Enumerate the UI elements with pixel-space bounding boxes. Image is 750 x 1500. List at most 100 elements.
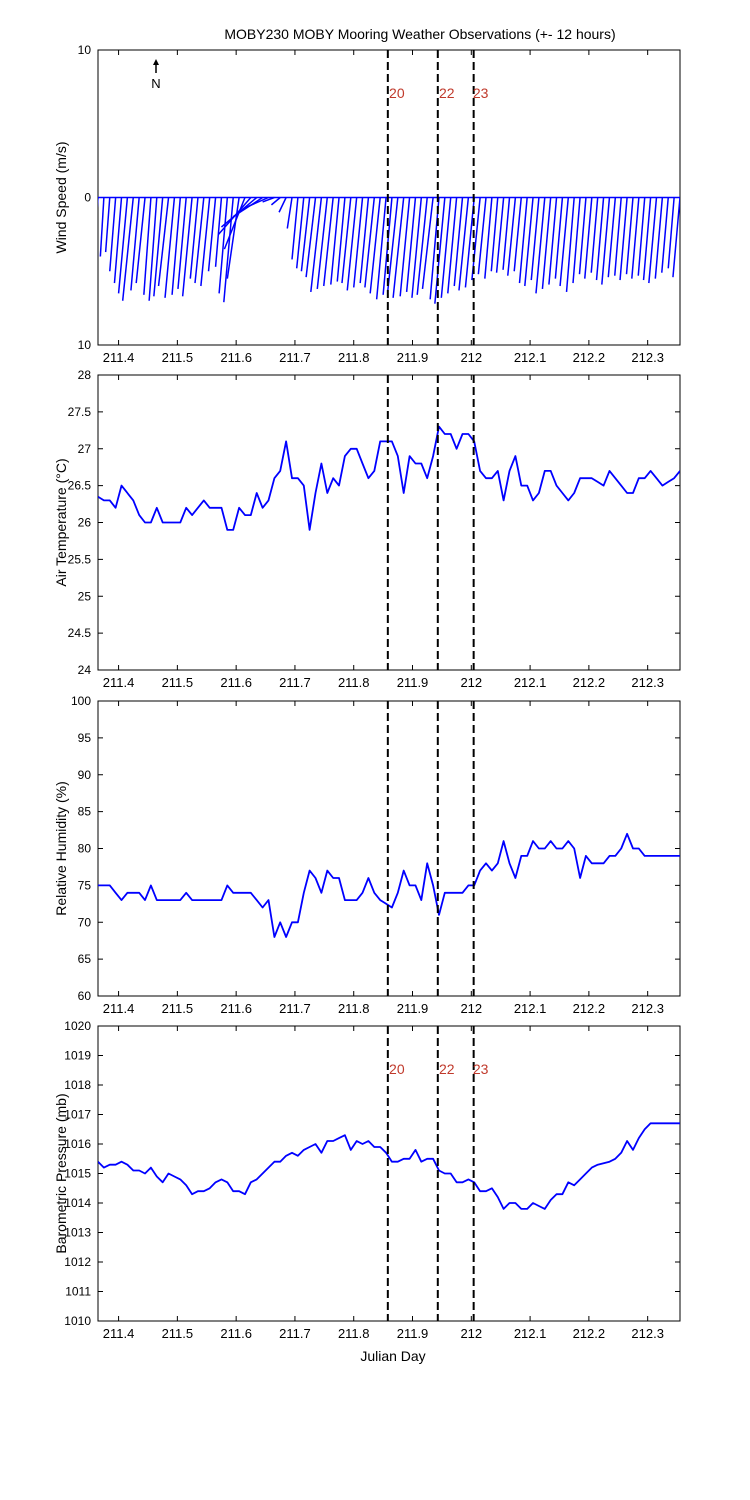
wind-vector bbox=[270, 196, 281, 206]
wind-vector bbox=[99, 197, 105, 257]
wind-vector bbox=[291, 197, 299, 260]
temp-series-line bbox=[98, 425, 680, 531]
y-tick-label: 75 bbox=[78, 878, 92, 892]
wind-vector bbox=[310, 197, 323, 292]
x-tick-label: 211.7 bbox=[279, 675, 311, 690]
wind-vector bbox=[590, 197, 599, 273]
wind-vector bbox=[625, 197, 634, 275]
wind-vector bbox=[565, 197, 575, 292]
x-tick-label: 211.7 bbox=[279, 350, 311, 365]
wind-vector bbox=[346, 197, 358, 291]
wind-vector bbox=[341, 197, 352, 284]
x-tick-label: 211.7 bbox=[279, 1326, 311, 1341]
wind-vector bbox=[530, 197, 540, 281]
y-tick-label: 28 bbox=[78, 368, 92, 382]
wind-vector bbox=[171, 197, 182, 295]
x-tick-label: 211.6 bbox=[220, 1001, 252, 1016]
x-tick-label: 212.1 bbox=[514, 1001, 547, 1016]
wind-vector bbox=[109, 197, 117, 272]
wind-vector bbox=[416, 197, 428, 295]
x-tick-label: 212.2 bbox=[573, 350, 606, 365]
wind-vector bbox=[631, 197, 640, 279]
y-tick-label: 1018 bbox=[64, 1078, 91, 1092]
wind-vector bbox=[113, 197, 123, 284]
y-tick-label: 60 bbox=[78, 989, 92, 1003]
wind-vector bbox=[513, 197, 523, 272]
wind-vector bbox=[130, 197, 140, 291]
wind-vector bbox=[164, 197, 176, 298]
wind-vector bbox=[262, 196, 275, 203]
wind-vector bbox=[135, 197, 146, 284]
x-tick-label: 212.1 bbox=[514, 350, 547, 365]
x-tick-label: 211.8 bbox=[338, 350, 370, 365]
x-tick-label: 211.9 bbox=[397, 1326, 429, 1341]
barometric-pressure-panel: 211.4 211.5 211.6 211.7 211.8 211.9 212 212.1 21… bbox=[53, 1019, 681, 1341]
wind-vector bbox=[223, 197, 246, 250]
wind-vector bbox=[148, 197, 158, 301]
wind-speed-panel: 211.4 211.5 211.6 211.7 211.8 211.9 212 212.1 21… bbox=[53, 43, 681, 365]
wind-vector bbox=[524, 197, 534, 287]
y-tick-label: 85 bbox=[78, 805, 92, 819]
wind-vector bbox=[507, 197, 517, 276]
wind-vector bbox=[595, 197, 605, 281]
y-tick-label: 80 bbox=[78, 842, 92, 856]
x-tick-label: 212.2 bbox=[573, 675, 606, 690]
wind-vector bbox=[613, 197, 622, 276]
x-tick-label: 211.7 bbox=[279, 1001, 311, 1016]
x-tick-label: 211.5 bbox=[162, 1326, 194, 1341]
y-tick-label: 24.5 bbox=[68, 626, 92, 640]
wind-vector bbox=[477, 197, 487, 275]
wind-vector bbox=[223, 197, 234, 303]
wind-vector bbox=[447, 197, 458, 294]
event-marker-label: 22 bbox=[439, 85, 455, 101]
wind-vector bbox=[278, 197, 287, 213]
wind-vector bbox=[490, 197, 499, 272]
x-tick-label: 212 bbox=[460, 1326, 482, 1341]
x-tick-label: 211.6 bbox=[220, 1326, 252, 1341]
wind-vector bbox=[392, 197, 405, 298]
wind-vector bbox=[375, 197, 387, 300]
wind-vector bbox=[286, 197, 293, 229]
wind-vector bbox=[637, 197, 646, 276]
wind-vector bbox=[440, 197, 452, 298]
rh-series-line bbox=[98, 832, 680, 938]
x-tick-label: 211.8 bbox=[338, 675, 370, 690]
wind-vector bbox=[458, 197, 470, 291]
wind-vector bbox=[672, 197, 680, 278]
event-marker-label: 23 bbox=[473, 1061, 489, 1077]
wind-vector bbox=[336, 197, 346, 282]
wind-vector bbox=[226, 197, 240, 279]
wind-vector bbox=[411, 197, 423, 298]
y-tick-label: 100 bbox=[71, 694, 91, 708]
y-tick-label: 1011 bbox=[65, 1285, 91, 1299]
wind-vector bbox=[654, 197, 664, 279]
rh-axes-box bbox=[97, 700, 681, 997]
wind-vector bbox=[642, 197, 652, 281]
y-tick-label: 24 bbox=[78, 663, 92, 677]
wind-vector bbox=[559, 197, 570, 287]
wind-vector bbox=[387, 197, 399, 291]
x-axis-label: Julian Day bbox=[360, 1348, 425, 1364]
wind-vector bbox=[207, 197, 217, 272]
x-tick-label: 211.5 bbox=[162, 1001, 194, 1016]
wind-vector bbox=[484, 197, 493, 279]
temp-data-layer bbox=[98, 425, 680, 531]
temp-y-axis-label: Air Temperature (°C) bbox=[53, 458, 69, 586]
wind-vector bbox=[541, 197, 552, 290]
y-tick-label: 65 bbox=[78, 952, 92, 966]
wind-vector bbox=[495, 197, 505, 273]
y-tick-label: 27 bbox=[78, 442, 92, 456]
wind-vector bbox=[572, 197, 581, 284]
x-tick-label: 212 bbox=[460, 675, 482, 690]
wind-vector bbox=[189, 197, 199, 279]
rh-y-axis-label: Relative Humidity (%) bbox=[53, 781, 69, 916]
y-tick-label: 25.5 bbox=[68, 552, 92, 566]
wind-vector bbox=[421, 197, 434, 290]
wind-vector bbox=[121, 197, 135, 301]
wind-vector bbox=[584, 197, 593, 279]
wind-vector bbox=[98, 197, 99, 209]
y-tick-label: 10 bbox=[78, 43, 92, 57]
wind-vector bbox=[667, 197, 675, 269]
wind-vector bbox=[502, 197, 511, 270]
figure-title: MOBY230 MOBY Mooring Weather Observation… bbox=[224, 26, 616, 42]
